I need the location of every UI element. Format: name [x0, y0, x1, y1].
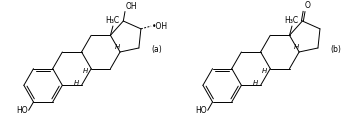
Text: (b): (b): [330, 45, 341, 54]
Text: H: H: [253, 80, 258, 86]
Text: O: O: [305, 1, 310, 10]
Text: H: H: [115, 44, 120, 50]
Text: H: H: [73, 80, 79, 86]
Text: •OH: •OH: [152, 22, 168, 31]
Text: OH: OH: [125, 2, 137, 11]
Text: H₃C: H₃C: [105, 16, 120, 25]
Text: H: H: [262, 68, 267, 74]
Text: (a): (a): [151, 45, 162, 54]
Text: H: H: [294, 44, 299, 50]
Text: HO: HO: [16, 106, 28, 115]
Text: H₃C: H₃C: [285, 16, 299, 25]
Text: HO: HO: [195, 106, 207, 115]
Text: H: H: [83, 68, 88, 74]
